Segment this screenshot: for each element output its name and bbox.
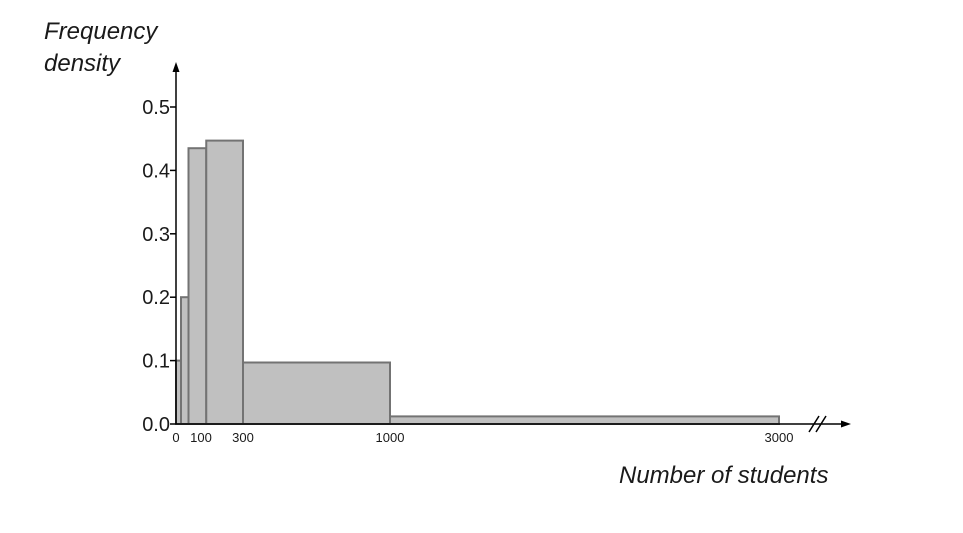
x-tick-label: 3000 [765,430,794,445]
x-tick-label: 0 [172,430,179,445]
y-axis-label-line: Frequency [44,18,158,45]
y-axis-label: Frequency density [44,16,157,80]
y-axis-arrowhead [172,62,180,72]
x-axis-label: Number of students [619,462,829,489]
histogram-bar [187,147,208,426]
axis-break-mark [815,415,827,433]
x-tick-label: 100 [190,430,212,445]
x-axis-arrowhead [841,420,851,428]
x-ticks-group: 0 100 300 1000 3000 [172,430,793,445]
histogram-bar [205,139,244,426]
x-tick-label: 300 [232,430,254,445]
bars-group [175,139,780,426]
y-tick-label: 0.3 [142,224,170,246]
y-axis-label-line: density [44,50,121,77]
histogram-bar [242,361,391,426]
y-tick-label: 0.2 [142,287,170,309]
axes-group [172,62,851,433]
histogram-bar [389,415,780,425]
x-tick-label: 1000 [376,430,405,445]
y-ticks-group: 0.0 0.1 0.2 0.3 0.4 0.5 [142,97,176,436]
axis-break-mark [808,415,820,433]
y-tick-label: 0.4 [142,160,170,182]
y-tick-label: 0.1 [142,351,170,373]
histogram-bar [180,296,190,426]
y-tick-label: 0.0 [142,414,170,436]
y-tick-label: 0.5 [142,97,170,119]
